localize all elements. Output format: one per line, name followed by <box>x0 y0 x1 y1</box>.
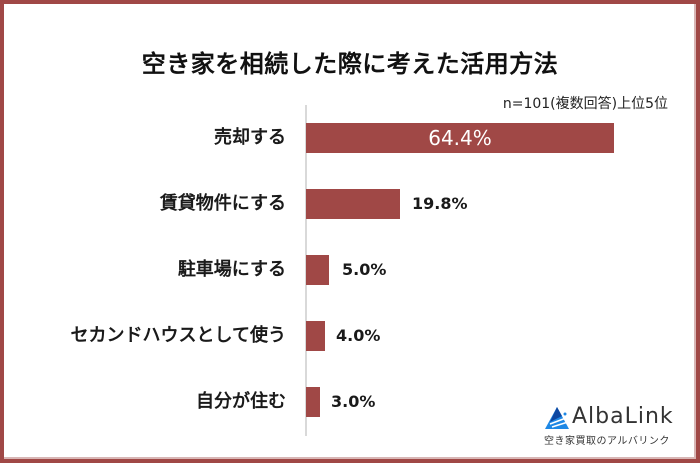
bar-row: 自分が住む 3.0% <box>4 387 696 417</box>
bar-row: セカンドハウスとして使う 4.0% <box>4 321 696 351</box>
bar <box>306 123 614 153</box>
bar <box>306 321 325 351</box>
value-label: 4.0% <box>336 326 381 345</box>
bar <box>306 189 400 219</box>
category-label: セカンドハウスとして使う <box>70 325 286 346</box>
category-label: 賃貸物件にする <box>159 193 286 214</box>
bar <box>306 387 320 417</box>
chart-title: 空き家を相続した際に考えた活用方法 <box>141 50 559 78</box>
category-label: 駐車場にする <box>177 259 286 280</box>
value-label: 5.0% <box>342 260 387 279</box>
value-label: 3.0% <box>331 392 376 411</box>
logo-triangle-icon <box>545 407 569 429</box>
bar <box>306 255 329 285</box>
bar-row: 賃貸物件にする 19.8% <box>4 189 696 219</box>
albalink-logo: AlbaLink 空き家買取のアルバリンク <box>542 402 692 452</box>
value-label: 64.4% <box>428 126 492 150</box>
category-label: 売却する <box>214 127 286 148</box>
bar-row: 駐車場にする 5.0% <box>4 255 696 285</box>
value-label: 19.8% <box>412 194 468 213</box>
bar-row: 売却する 64.4% <box>4 123 696 153</box>
logo-wordmark: AlbaLink <box>572 404 674 429</box>
sample-note: n=101(複数回答)上位5位 <box>502 96 668 112</box>
logo-tagline: 空き家買取のアルバリンク <box>544 436 670 447</box>
category-label: 自分が住む <box>196 391 286 412</box>
